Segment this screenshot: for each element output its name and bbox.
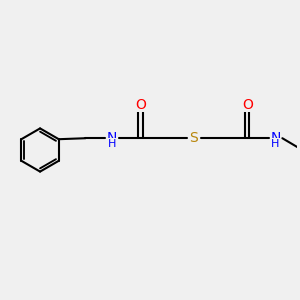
Text: S: S — [190, 131, 198, 145]
Text: N: N — [107, 131, 117, 145]
Text: H: H — [108, 139, 116, 148]
Text: O: O — [242, 98, 253, 112]
Text: N: N — [270, 131, 281, 145]
Text: H: H — [271, 139, 280, 148]
Text: O: O — [135, 98, 146, 112]
